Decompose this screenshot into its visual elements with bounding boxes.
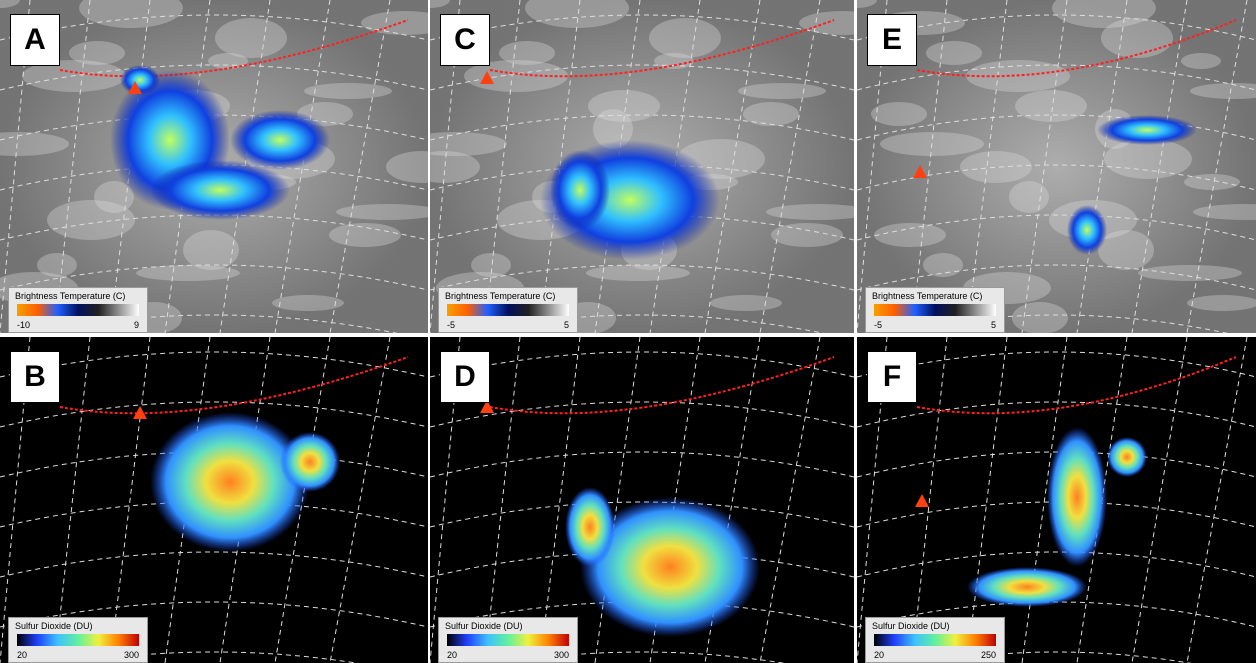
image-panel: D Sulfur Dioxide (DU) 20 300 (430, 337, 854, 663)
panel-label: F (867, 351, 917, 403)
legend-title: Sulfur Dioxide (DU) (15, 621, 93, 631)
satellite-image (0, 337, 428, 663)
legend-max: 300 (124, 650, 139, 660)
image-panel: A Brightness Temperature (C) -10 9 (0, 0, 428, 333)
image-panel: B Sulfur Dioxide (DU) 20 300 (0, 337, 428, 663)
legend-min: -5 (874, 320, 882, 330)
color-bar (874, 304, 996, 316)
color-bar (447, 634, 569, 646)
image-panel: E Brightness Temperature (C) -5 5 (857, 0, 1256, 333)
legend-min: 20 (874, 650, 884, 660)
satellite-image (0, 0, 428, 333)
panel-label: C (440, 14, 490, 66)
legend-title: Sulfur Dioxide (DU) (445, 621, 523, 631)
legend-max: 5 (564, 320, 569, 330)
image-panel: C Brightness Temperature (C) -5 5 (430, 0, 854, 333)
figure: A Brightness Temperature (C) -10 9 C Brightne… (0, 0, 1256, 663)
legend-title: Sulfur Dioxide (DU) (872, 621, 950, 631)
legend-max: 9 (134, 320, 139, 330)
colorbar-legend: Brightness Temperature (C) -5 5 (438, 287, 578, 333)
panel-label: B (10, 351, 60, 403)
legend-min: 20 (447, 650, 457, 660)
legend-max: 300 (554, 650, 569, 660)
colorbar-legend: Sulfur Dioxide (DU) 20 250 (865, 617, 1005, 663)
colorbar-legend: Brightness Temperature (C) -5 5 (865, 287, 1005, 333)
legend-title: Brightness Temperature (C) (15, 291, 125, 301)
color-bar (17, 634, 139, 646)
panel-label: A (10, 14, 60, 66)
satellite-image (430, 0, 854, 333)
legend-title: Brightness Temperature (C) (445, 291, 555, 301)
satellite-image (430, 337, 854, 663)
legend-min: -10 (17, 320, 30, 330)
legend-max: 5 (991, 320, 996, 330)
color-bar (874, 634, 996, 646)
legend-min: -5 (447, 320, 455, 330)
image-panel: F Sulfur Dioxide (DU) 20 250 (857, 337, 1256, 663)
legend-max: 250 (981, 650, 996, 660)
colorbar-legend: Brightness Temperature (C) -10 9 (8, 287, 148, 333)
panel-label: D (440, 351, 490, 403)
legend-min: 20 (17, 650, 27, 660)
color-bar (17, 304, 139, 316)
color-bar (447, 304, 569, 316)
colorbar-legend: Sulfur Dioxide (DU) 20 300 (438, 617, 578, 663)
legend-title: Brightness Temperature (C) (872, 291, 982, 301)
panel-label: E (867, 14, 917, 66)
colorbar-legend: Sulfur Dioxide (DU) 20 300 (8, 617, 148, 663)
